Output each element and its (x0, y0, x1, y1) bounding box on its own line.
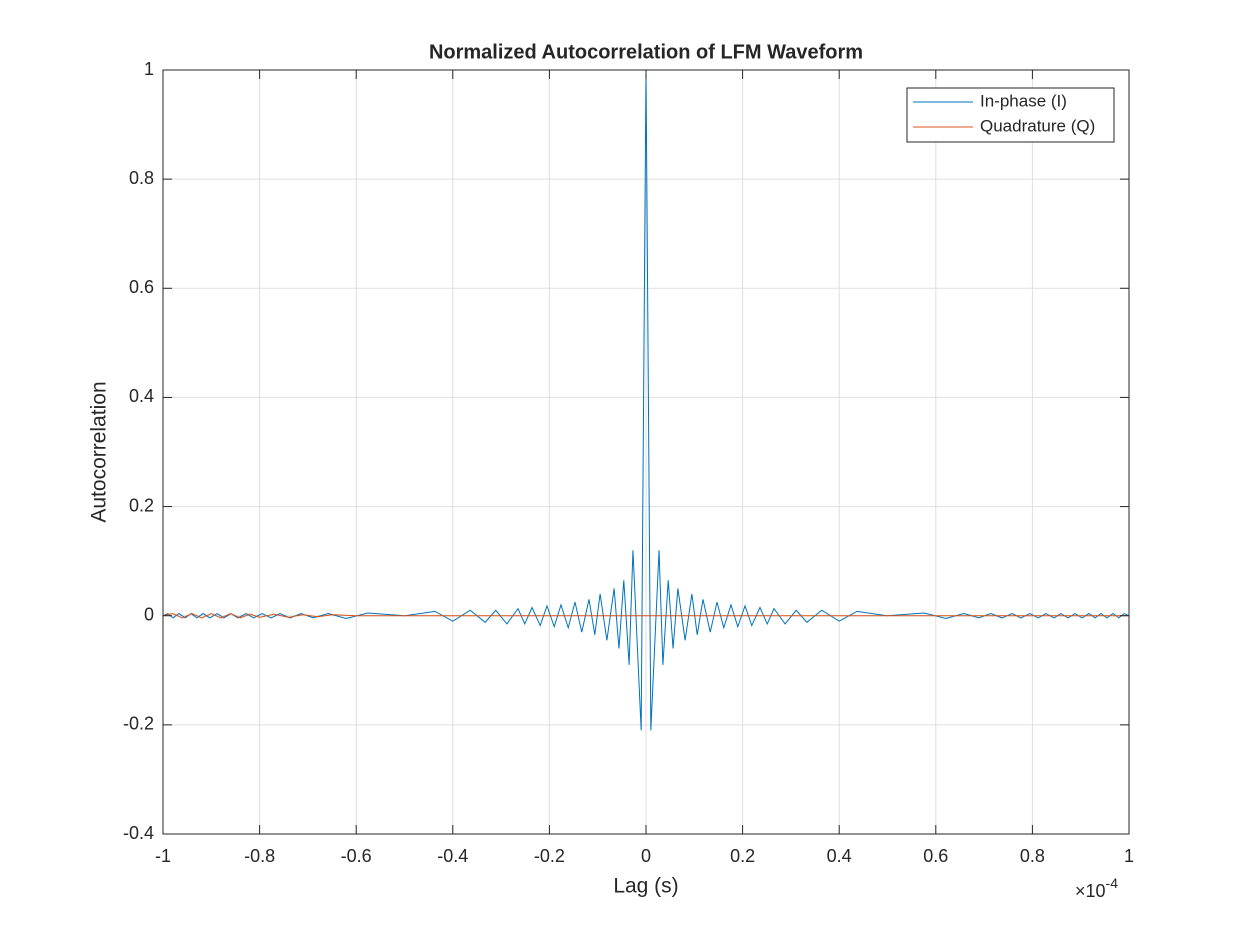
y-tick-label: 0.8 (129, 168, 154, 188)
y-tick-label: 0 (144, 604, 154, 624)
y-tick-label: -0.4 (123, 823, 154, 843)
x-tick-label: 0.4 (827, 846, 852, 866)
x-multiplier-exponent: -4 (1106, 875, 1119, 891)
x-tick-label: 0.8 (1020, 846, 1045, 866)
x-tick-label: 0 (641, 846, 651, 866)
x-tick-label: -1 (155, 846, 171, 866)
x-tick-label: -0.8 (244, 846, 275, 866)
legend: In-phase (I) Quadrature (Q) (906, 87, 1115, 143)
x-tick-label: 0.6 (923, 846, 948, 866)
legend-label: Quadrature (Q) (980, 116, 1095, 135)
chart-title: Normalized Autocorrelation of LFM Wavefo… (429, 41, 863, 63)
legend-label: In-phase (I) (980, 91, 1067, 110)
x-tick-label: -0.2 (534, 846, 565, 866)
x-tick-label: -0.4 (437, 846, 468, 866)
x-multiplier: ×10-4 (1075, 875, 1118, 901)
y-tick-label: 0.2 (129, 495, 154, 515)
y-tick-label: -0.2 (123, 714, 154, 734)
y-tick-label: 1 (144, 59, 154, 79)
x-tick-label: 0.2 (730, 846, 755, 866)
legend-box (906, 87, 1115, 143)
series-line (162, 612, 1129, 619)
x-multiplier-base: ×10 (1075, 881, 1106, 901)
x-tick-label: 1 (1124, 846, 1134, 866)
x-axis-label: Lag (s) (613, 875, 678, 898)
y-tick-label: 0.6 (129, 277, 154, 297)
y-tick-label: 0.4 (129, 386, 154, 406)
ticks: -1 -0.8 -0.6 -0.4 -0.2 0 0.2 0.4 0.6 0.8 1 -0.4 -0.2… (123, 59, 1134, 866)
x-tick-label: -0.6 (341, 846, 372, 866)
y-axis-label: Autocorrelation (88, 381, 111, 522)
